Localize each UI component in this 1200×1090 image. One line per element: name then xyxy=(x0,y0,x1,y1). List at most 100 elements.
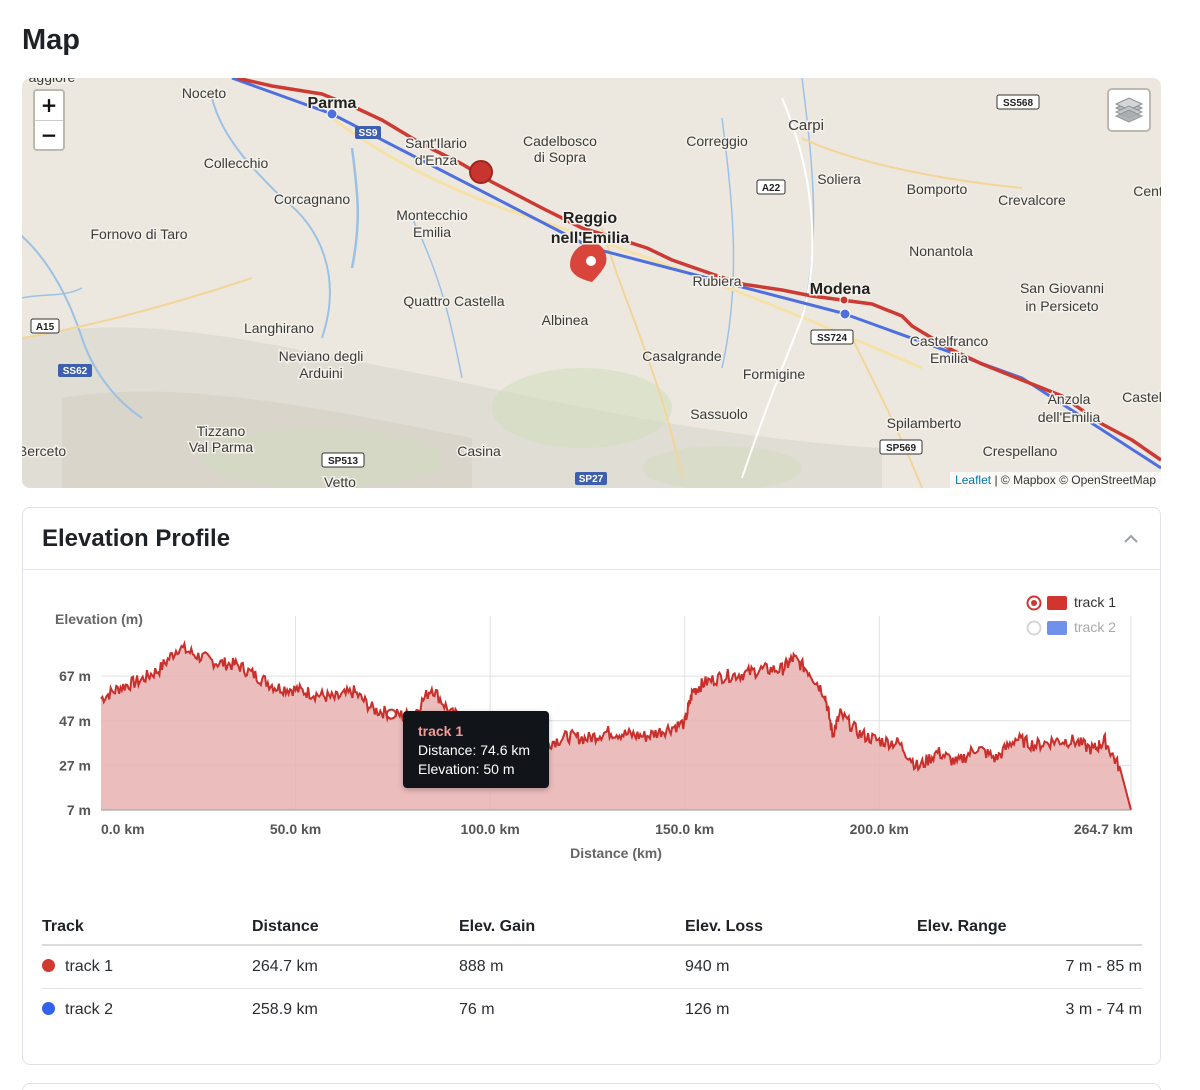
x-tick-label: 100.0 km xyxy=(461,821,520,837)
col-elev-range: Elev. Range xyxy=(917,918,1142,946)
attribution-text: | © Mapbox © OpenStreetMap xyxy=(991,473,1156,487)
map-view[interactable]: SS9 SS568 A22 A15 SS62 SS724 SP513 SP27 … xyxy=(22,78,1161,488)
x-axis-label: Distance (km) xyxy=(570,845,662,861)
legend-item-track-2[interactable]: track 2 xyxy=(1026,619,1117,636)
track-name: track 1 xyxy=(65,957,114,975)
x-tick-label: 150.0 km xyxy=(655,821,714,837)
next-card xyxy=(22,1083,1161,1090)
y-tick-label: 67 m xyxy=(59,668,91,684)
track-color-dot xyxy=(42,958,55,972)
place-label: Vetto xyxy=(324,474,356,488)
elevation-line-track-1 xyxy=(100,639,1132,811)
place-label: Neviano degli xyxy=(279,348,364,364)
road-ss568: SS568 xyxy=(1003,98,1033,109)
place-label: Casalgrande xyxy=(642,348,722,364)
y-axis-label: Elevation (m) xyxy=(55,611,143,627)
zoom-control: + − xyxy=(33,89,65,151)
page-title: Map xyxy=(22,24,80,56)
zoom-out-button[interactable]: − xyxy=(35,120,63,149)
x-tick-label: 200.0 km xyxy=(850,821,909,837)
place-label: Castel xyxy=(1122,389,1161,405)
place-label: Castelfranco xyxy=(910,333,989,349)
track-stats-table: Track Distance Elev. Gain Elev. Loss Ele… xyxy=(42,918,1142,1031)
road-a22: A22 xyxy=(762,183,781,194)
place-label: Bomporto xyxy=(907,181,968,197)
place-label: Albinea xyxy=(542,312,589,328)
road-sp27: SP27 xyxy=(579,474,604,485)
chevron-up-icon[interactable] xyxy=(1122,530,1140,548)
place-label: Rubiera xyxy=(692,273,741,289)
track-distance: 258.9 km xyxy=(252,1000,318,1018)
place-label: Noceto xyxy=(182,85,227,101)
road-ss62: SS62 xyxy=(63,366,88,377)
place-label: Soliera xyxy=(817,171,861,187)
place-label: aggiore xyxy=(29,78,76,85)
place-label: Emilia xyxy=(930,350,968,366)
col-elev-loss: Elev. Loss xyxy=(685,918,917,946)
elevation-chart[interactable]: 7 m 27 m 47 m 67 m 0.0 km 50.0 km 100.0 km 150… xyxy=(43,588,1143,888)
track-loss: 940 m xyxy=(685,945,917,989)
track-name: track 2 xyxy=(65,1000,114,1018)
place-label: Formigine xyxy=(743,366,805,382)
card-header[interactable]: Elevation Profile xyxy=(23,508,1160,570)
place-label: d'Enza xyxy=(415,152,458,168)
place-label: Casina xyxy=(457,443,501,459)
legend-swatch xyxy=(1047,596,1067,610)
col-distance: Distance xyxy=(252,918,459,946)
place-label: Langhirano xyxy=(244,320,314,336)
table-row[interactable]: track 2 258.9 km 76 m 126 m 3 m - 74 m xyxy=(42,988,1142,1031)
y-tick-label: 47 m xyxy=(59,713,91,729)
track-range: 3 m - 74 m xyxy=(1065,1000,1142,1018)
tooltip-elevation: Elevation: 50 m xyxy=(418,761,515,777)
road-ss724: SS724 xyxy=(817,333,847,344)
elevation-profile-card: Elevation Profile 7 m 27 m 47 m 67 m 0.0 km… xyxy=(22,507,1161,1065)
location-pin-icon[interactable] xyxy=(570,243,607,282)
legend-swatch xyxy=(1047,621,1067,635)
place-label: Anzola xyxy=(1048,391,1091,407)
place-label: Sassuolo xyxy=(690,406,748,422)
road-sp569: SP569 xyxy=(886,443,916,454)
track-color-dot xyxy=(42,1001,55,1015)
track-gain: 76 m xyxy=(459,1000,495,1018)
place-label: Sant'Ilario xyxy=(405,135,467,151)
place-label: Val Parma xyxy=(189,439,254,455)
place-label: Spilamberto xyxy=(887,415,962,431)
place-label: Collecchio xyxy=(204,155,269,171)
table-row[interactable]: track 1 264.7 km 888 m 940 m 7 m - 85 m xyxy=(42,945,1142,989)
place-label: dell'Emilia xyxy=(1038,409,1101,425)
place-label: Corcagnano xyxy=(274,191,350,207)
place-label: Parma xyxy=(308,95,357,112)
x-tick-label: 0.0 km xyxy=(101,821,145,837)
place-label: Fornovo di Taro xyxy=(90,226,187,242)
layers-icon xyxy=(1114,97,1144,123)
place-label: Quattro Castella xyxy=(403,293,504,309)
x-tick-label: 264.7 km xyxy=(1074,821,1133,837)
place-label: Carpi xyxy=(788,117,824,134)
basemap[interactable]: SS9 SS568 A22 A15 SS62 SS724 SP513 SP27 … xyxy=(22,78,1161,488)
track-distance: 264.7 km xyxy=(252,945,459,989)
zoom-in-button[interactable]: + xyxy=(40,93,58,117)
table-header-row: Track Distance Elev. Gain Elev. Loss Ele… xyxy=(42,918,1142,946)
y-tick-label: 7 m xyxy=(67,802,91,818)
x-tick-label: 50.0 km xyxy=(270,821,321,837)
road-ss9: SS9 xyxy=(359,128,378,139)
place-label: Crespellano xyxy=(983,443,1058,459)
col-elev-gain: Elev. Gain xyxy=(459,918,685,946)
place-label: Reggio xyxy=(563,210,617,227)
place-label: Montecchio xyxy=(396,207,468,223)
chart-tooltip: track 1 Distance: 74.6 km Elevation: 50 … xyxy=(403,711,549,788)
radio-unchecked-icon[interactable] xyxy=(1026,620,1042,636)
leaflet-link[interactable]: Leaflet xyxy=(955,473,992,487)
y-tick-label: 27 m xyxy=(59,757,91,773)
hover-point xyxy=(385,708,397,720)
place-label: Nonantola xyxy=(909,243,973,259)
place-label: Crevalcore xyxy=(998,192,1066,208)
place-label: Emilia xyxy=(413,224,451,240)
legend-item-track-1[interactable]: track 1 xyxy=(1026,594,1117,611)
place-label: Tizzano xyxy=(197,423,246,439)
place-label: nell'Emilia xyxy=(551,230,630,247)
layers-button[interactable] xyxy=(1107,88,1151,132)
track-loss: 126 m xyxy=(685,1000,730,1018)
place-label: Correggio xyxy=(686,133,748,149)
elevation-area xyxy=(101,643,1131,810)
